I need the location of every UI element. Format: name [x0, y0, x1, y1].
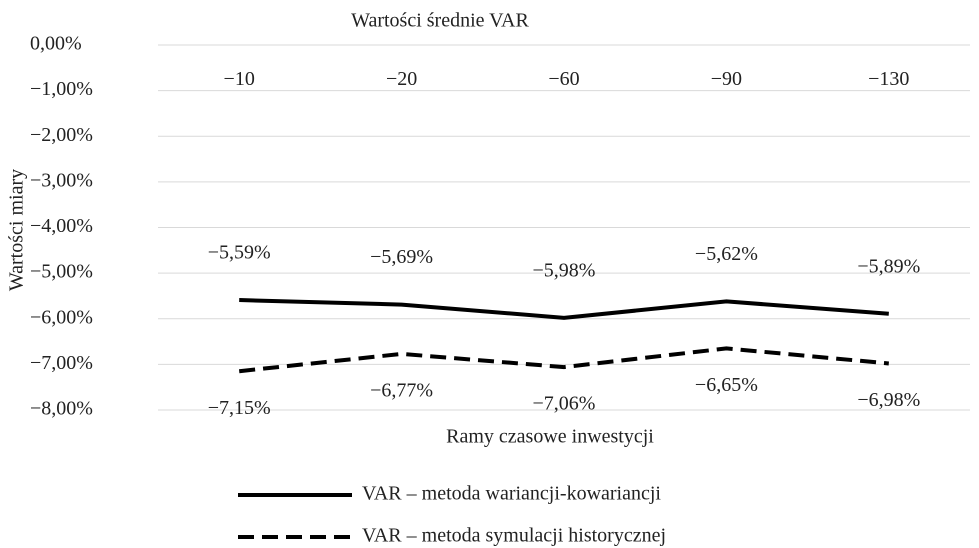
x-tick-label: −10 — [224, 68, 255, 90]
data-label: −7,15% — [208, 397, 271, 419]
chart-title: Wartości średnie VAR — [351, 10, 529, 32]
data-label: −5,69% — [370, 246, 433, 268]
y-tick-label: −3,00% — [30, 169, 93, 191]
data-label: −5,89% — [857, 255, 920, 277]
legend-label: VAR – metoda wariancji-kowariancji — [362, 483, 661, 505]
y-tick-label: −8,00% — [30, 398, 93, 420]
data-label: −5,98% — [533, 259, 596, 281]
data-label: −6,77% — [370, 379, 433, 401]
x-tick-label: −90 — [711, 68, 742, 90]
y-axis-title: Wartości miary — [6, 169, 28, 291]
x-tick-label: −60 — [548, 68, 579, 90]
y-tick-label: −5,00% — [30, 261, 93, 283]
y-tick-label: −6,00% — [30, 306, 93, 328]
data-label: −7,06% — [533, 393, 596, 415]
data-label: −5,59% — [208, 242, 271, 264]
y-tick-label: −2,00% — [30, 124, 93, 146]
series-line — [238, 346, 889, 374]
y-tick-label: 0,00% — [30, 33, 82, 55]
data-label: −6,98% — [857, 389, 920, 411]
data-label: −6,65% — [695, 374, 758, 396]
y-tick-label: −1,00% — [30, 78, 93, 100]
x-tick-label: −20 — [386, 68, 417, 90]
y-tick-label: −7,00% — [30, 352, 93, 374]
x-tick-label: −130 — [868, 68, 909, 90]
y-tick-label: −4,00% — [30, 215, 93, 237]
data-label: −5,62% — [695, 243, 758, 265]
x-axis-title: Ramy czasowe inwestycji — [446, 426, 654, 448]
series-line — [239, 298, 889, 320]
legend-label: VAR – metoda symulacji historycznej — [362, 525, 666, 547]
